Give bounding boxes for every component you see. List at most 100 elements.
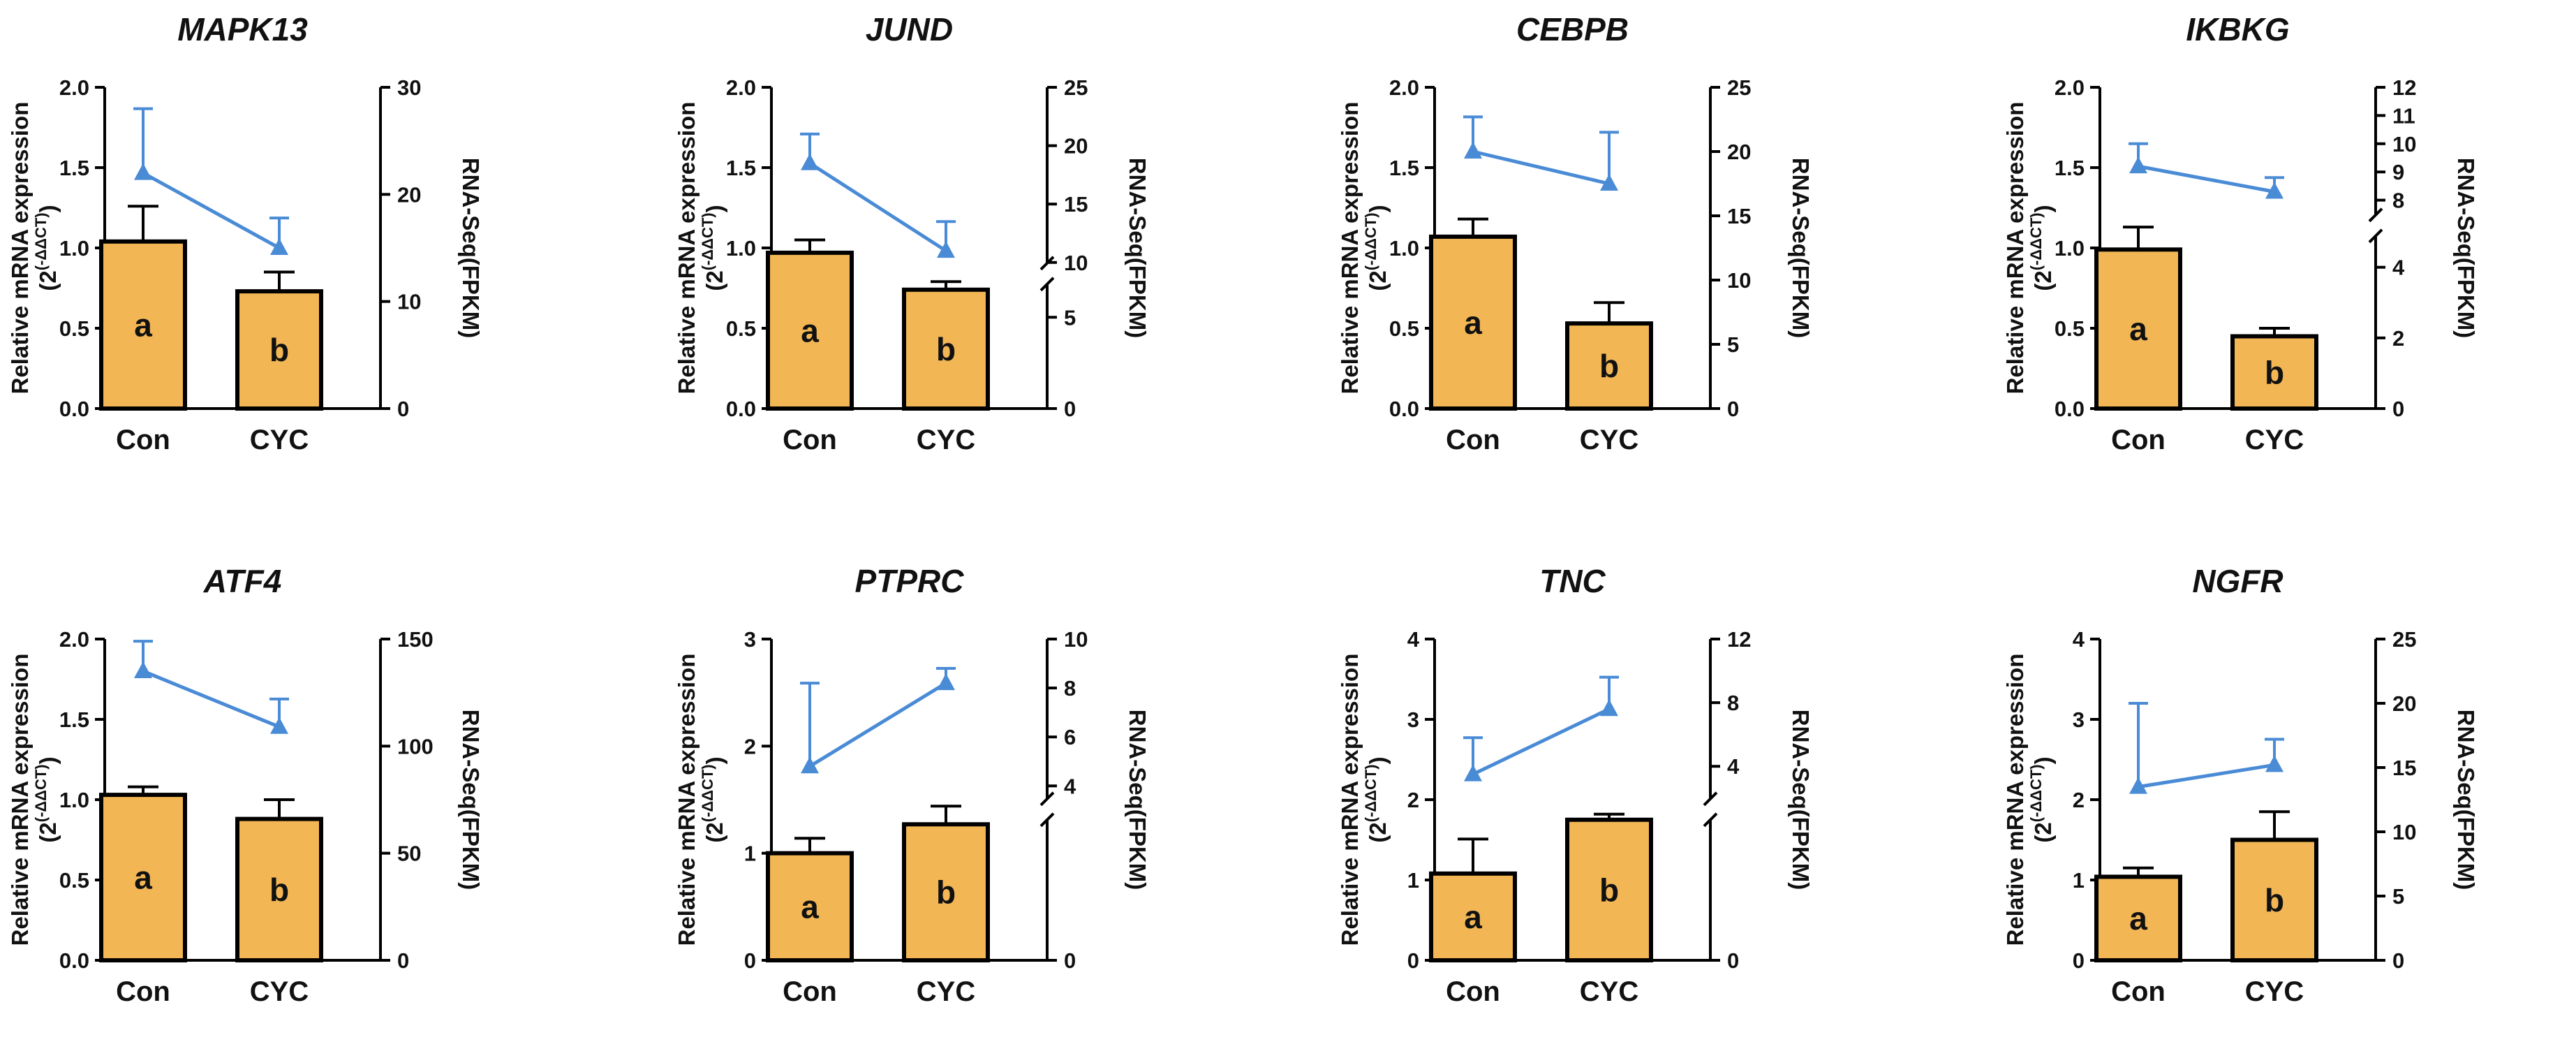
- left-tick-label: 1.5: [59, 707, 89, 732]
- significance-letter: b: [1599, 348, 1619, 384]
- right-tick-label: 25: [2392, 627, 2416, 652]
- x-category-label: CYC: [1580, 976, 1638, 1007]
- chart-title: MAPK13: [177, 11, 308, 47]
- left-tick-label: 0.0: [726, 397, 756, 421]
- bar-cyc: [1565, 321, 1653, 411]
- left-tick-label: 0: [744, 948, 756, 973]
- left-axis-label-line1: Relative mRNA expression: [2002, 654, 2028, 946]
- left-axis-label-line2: (2(-ΔΔCT)): [1362, 756, 1391, 842]
- left-axis-label-line2: (2(-ΔΔCT)): [699, 205, 727, 291]
- right-tick-label: 50: [397, 842, 421, 866]
- bar-cyc: [1565, 817, 1653, 962]
- right-tick-label: 0: [397, 948, 409, 973]
- chart-svg: PTPRC 0 1 2 3 0 4 6 8 10 a Con b CYC Relative mRNA exp…: [674, 563, 1150, 1007]
- right-axis-label-text: RNA-Seq(FPKM): [1125, 158, 1150, 338]
- left-axis-label-line2: (2(-ΔΔCT)): [32, 756, 61, 842]
- right-axis-label: RNA-Seq(FPKM): [1788, 710, 1814, 890]
- chart-title: CEBPB: [1516, 11, 1629, 47]
- left-tick-label: 1.5: [59, 156, 89, 180]
- right-tick-label: 25: [1727, 75, 1751, 100]
- axis-break-mark: [1039, 277, 1055, 292]
- significance-letter: b: [269, 872, 289, 908]
- significance-letter: a: [1464, 305, 1482, 341]
- chart-title: IKBKG: [2186, 11, 2289, 47]
- x-category-label: Con: [116, 976, 170, 1007]
- left-tick-label: 2.0: [726, 75, 756, 100]
- left-tick-label: 2: [744, 734, 756, 758]
- left-tick-label: 1.0: [59, 236, 89, 261]
- left-axis-label-close: ): [35, 205, 61, 212]
- right-tick-label: 5: [1064, 305, 1076, 330]
- right-tick-label: 10: [1064, 627, 1088, 652]
- bar-con: [766, 851, 854, 962]
- right-tick-label: 20: [1727, 140, 1751, 164]
- significance-letter: b: [936, 874, 956, 911]
- left-tick-label: 1: [2073, 868, 2085, 893]
- x-category-label: CYC: [2245, 425, 2304, 455]
- right-tick-label: 10: [1727, 268, 1751, 293]
- right-tick-label: 10: [1064, 251, 1088, 275]
- left-tick-label: 0.5: [1389, 316, 1419, 341]
- chart-panel-atf4: ATF4 0.0 0.5 1.0 1.5 2.0 0 50 100 150 a Con b CYC Rela…: [0, 552, 628, 1041]
- significance-letter: b: [1599, 872, 1619, 908]
- x-category-label: Con: [1446, 425, 1500, 455]
- left-tick-label: 1.5: [1389, 156, 1419, 180]
- right-axis-label: RNA-Seq(FPKM): [2453, 710, 2479, 890]
- bar-con: [1429, 871, 1517, 962]
- chart-svg: NGFR 0 1 2 3 4 0 5 10 15 20 25 a Con b CYC Relative mRNA…: [2002, 563, 2479, 1007]
- rnaseq-point: [801, 153, 819, 170]
- left-tick-label: 4: [1407, 627, 1420, 652]
- chart-svg: ATF4 0.0 0.5 1.0 1.5 2.0 0 50 100 150 a Con b CYC Rela…: [7, 563, 484, 1007]
- left-axis-label-close: ): [702, 205, 727, 212]
- right-tick-label: 0: [2392, 397, 2404, 421]
- significance-letter: b: [2265, 354, 2284, 390]
- chart-panel-ptprc: PTPRC 0 1 2 3 0 4 6 8 10 a Con b CYC Relative mRNA exp…: [667, 552, 1295, 1041]
- left-axis-label-superscript: (-ΔΔCT): [32, 764, 50, 822]
- x-category-label: Con: [2111, 425, 2166, 455]
- right-tick-label: 15: [2392, 756, 2416, 780]
- right-axis-label: RNA-Seq(FPKM): [1125, 158, 1150, 338]
- left-axis-label-line2: (2(-ΔΔCT)): [1362, 205, 1391, 291]
- right-axis-label-text: RNA-Seq(FPKM): [458, 158, 484, 338]
- left-tick-label: 1.0: [2055, 236, 2085, 261]
- left-tick-label: 1.0: [59, 788, 89, 812]
- bar-cyc: [902, 287, 990, 411]
- right-tick-label: 11: [2392, 103, 2415, 128]
- right-tick-label: 15: [1064, 192, 1088, 217]
- right-tick-label: 4: [1727, 754, 1740, 779]
- rnaseq-point: [2129, 777, 2147, 794]
- axis-break-mark: [1703, 812, 1718, 828]
- left-axis-label: Relative mRNA expression (2(-ΔΔCT)): [7, 654, 61, 946]
- left-axis-label-close: ): [702, 756, 727, 764]
- right-tick-label: 8: [2392, 189, 2404, 213]
- left-axis-label: Relative mRNA expression (2(-ΔΔCT)): [2002, 102, 2056, 395]
- axis-break-mark: [2368, 207, 2383, 223]
- x-category-label: CYC: [917, 976, 975, 1007]
- left-tick-label: 1: [1407, 868, 1419, 893]
- left-axis-label-superscript: (-ΔΔCT): [2027, 212, 2045, 270]
- rnaseq-line: [2138, 763, 2275, 789]
- left-axis-label-line1: Relative mRNA expression: [2002, 102, 2028, 395]
- bar-cyc: [235, 289, 323, 411]
- right-tick-label: 20: [2392, 691, 2416, 716]
- x-category-label: Con: [116, 425, 170, 455]
- left-axis-label: Relative mRNA expression (2(-ΔΔCT)): [7, 102, 61, 395]
- left-axis-label: Relative mRNA expression (2(-ΔΔCT)): [1337, 102, 1391, 395]
- chart-svg: IKBKG 0.0 0.5 1.0 1.5 2.0 0 2 4 8 9 10 11 12 a Con b CYC R…: [2002, 11, 2479, 455]
- right-axis-label-text: RNA-Seq(FPKM): [1788, 710, 1814, 890]
- rnaseq-line: [142, 669, 280, 729]
- right-tick-label: 5: [1727, 332, 1739, 357]
- left-tick-label: 1: [744, 842, 756, 866]
- left-axis-label-superscript: (-ΔΔCT): [1362, 212, 1379, 270]
- left-axis-label: Relative mRNA expression (2(-ΔΔCT)): [674, 102, 727, 395]
- significance-letter: a: [2129, 311, 2147, 347]
- chart-svg: MAPK13 0.0 0.5 1.0 1.5 2.0 0 10 20 30 a Con b CYC Rela…: [7, 11, 484, 455]
- right-axis-label-text: RNA-Seq(FPKM): [1788, 158, 1814, 338]
- left-tick-label: 0.5: [726, 316, 756, 341]
- left-tick-label: 0: [2073, 948, 2085, 973]
- left-axis-label-superscript: (-ΔΔCT): [1362, 764, 1379, 822]
- left-axis-label-line1: Relative mRNA expression: [1337, 654, 1363, 946]
- significance-letter: a: [134, 860, 152, 896]
- left-tick-label: 1.5: [2055, 156, 2085, 180]
